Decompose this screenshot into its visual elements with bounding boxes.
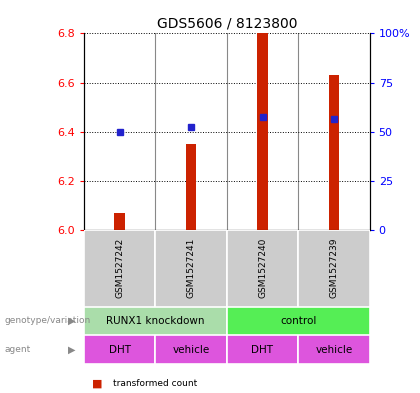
Text: control: control [280, 316, 316, 326]
Text: RUNX1 knockdown: RUNX1 knockdown [106, 316, 205, 326]
Text: GSM1527240: GSM1527240 [258, 238, 267, 298]
Bar [227, 230, 298, 307]
Text: ▶: ▶ [68, 345, 76, 354]
Bar [155, 335, 227, 364]
Text: DHT: DHT [109, 345, 131, 354]
Bar [298, 230, 370, 307]
Bar [257, 33, 268, 230]
Text: ■: ■ [92, 378, 103, 389]
Text: GSM1527242: GSM1527242 [115, 238, 124, 298]
Text: vehicle: vehicle [173, 345, 210, 354]
Text: vehicle: vehicle [315, 345, 352, 354]
Text: GSM1527241: GSM1527241 [186, 238, 196, 298]
Bar [155, 230, 227, 307]
Text: genotype/variation: genotype/variation [4, 316, 90, 325]
Bar [186, 144, 197, 230]
Text: ▶: ▶ [68, 316, 76, 326]
Bar [84, 335, 155, 364]
Bar [227, 307, 370, 335]
Bar [114, 213, 125, 230]
Bar [84, 230, 155, 307]
Bar [298, 335, 370, 364]
Title: GDS5606 / 8123800: GDS5606 / 8123800 [157, 17, 297, 31]
Text: GSM1527239: GSM1527239 [329, 238, 339, 298]
Bar [328, 75, 339, 230]
Text: transformed count: transformed count [113, 379, 198, 388]
Bar [84, 307, 227, 335]
Text: agent: agent [4, 345, 31, 354]
Bar [227, 335, 298, 364]
Text: DHT: DHT [252, 345, 273, 354]
